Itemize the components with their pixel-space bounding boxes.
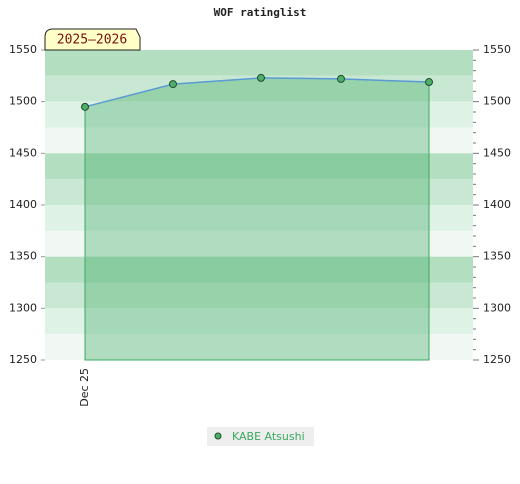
data-point: [337, 74, 345, 83]
y-tick-label: 1250: [9, 353, 37, 366]
legend-label: KABE Atsushi: [232, 430, 305, 443]
background-band: [45, 205, 473, 231]
chart-title: WOF ratinglist: [214, 6, 307, 19]
y2-tick-label: 1450: [483, 146, 511, 159]
background-band: [45, 256, 473, 283]
background-band: [45, 334, 473, 360]
area: [84, 77, 430, 361]
legend-marker: [214, 432, 222, 440]
background-band: [45, 127, 473, 154]
y-tick-label: 1400: [9, 198, 37, 211]
background-band: [45, 230, 473, 257]
background-band: [45, 308, 473, 335]
y-tick-label: 1500: [9, 95, 37, 108]
annotation: 2025–2026: [57, 33, 127, 48]
background-band: [45, 101, 473, 128]
data-point: [257, 73, 265, 82]
y2-tick-label: 1250: [483, 353, 511, 366]
data-point: [81, 102, 89, 111]
y-tick-label: 1550: [9, 43, 37, 56]
y2-tick-label: 1300: [483, 301, 511, 314]
background-band: [45, 50, 473, 76]
x-tick-label: Dec 25: [78, 368, 91, 407]
y-tick-label: 1300: [9, 301, 37, 314]
data-point: [425, 78, 433, 87]
y2-tick-label: 1350: [483, 250, 511, 263]
y2-tick-label: 1400: [483, 198, 511, 211]
y2-tick-label: 1500: [483, 95, 511, 108]
y2-tick-label: 1550: [483, 43, 511, 56]
legend-box: [207, 427, 314, 446]
background-band: [45, 282, 473, 309]
data-point: [169, 80, 177, 89]
background-band: [45, 153, 473, 180]
y-tick-label: 1350: [9, 250, 37, 263]
annotation-box: [44, 28, 141, 51]
background-band: [45, 179, 473, 205]
y-tick-label: 1450: [9, 146, 37, 159]
